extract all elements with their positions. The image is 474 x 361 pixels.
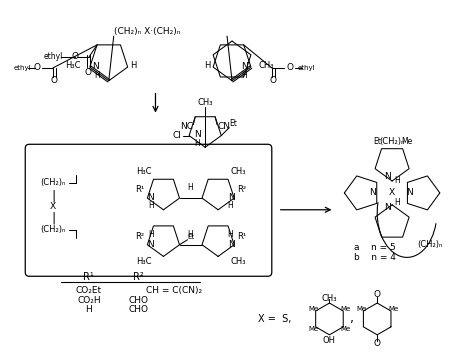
Text: Me: Me bbox=[356, 306, 366, 312]
Text: H: H bbox=[394, 177, 400, 186]
Text: Me: Me bbox=[340, 326, 350, 332]
Text: ,: , bbox=[350, 312, 355, 325]
Text: O: O bbox=[374, 339, 381, 348]
Text: H: H bbox=[149, 201, 155, 210]
Text: NC: NC bbox=[180, 122, 193, 131]
Text: H: H bbox=[187, 230, 193, 239]
Text: Et: Et bbox=[229, 119, 237, 128]
Text: O: O bbox=[374, 290, 381, 299]
Text: N: N bbox=[228, 193, 235, 203]
Text: (CH₂)ₙ: (CH₂)ₙ bbox=[40, 225, 66, 234]
Text: H: H bbox=[85, 305, 92, 314]
Text: CN: CN bbox=[217, 122, 230, 131]
Text: H: H bbox=[149, 230, 155, 239]
Text: CH₃: CH₃ bbox=[259, 61, 274, 70]
Text: H₃C: H₃C bbox=[65, 61, 81, 70]
Text: Et: Et bbox=[188, 234, 195, 240]
Text: Me: Me bbox=[309, 306, 319, 312]
Text: CH₃: CH₃ bbox=[230, 257, 246, 266]
Text: CHO: CHO bbox=[128, 296, 148, 305]
Text: R¹: R¹ bbox=[237, 232, 246, 241]
Text: b    n = 4: b n = 4 bbox=[354, 253, 396, 262]
Text: H: H bbox=[204, 61, 210, 70]
Text: Et: Et bbox=[373, 137, 381, 146]
Text: O: O bbox=[51, 76, 57, 85]
Text: N: N bbox=[384, 171, 391, 180]
Text: O: O bbox=[34, 64, 41, 72]
Text: H: H bbox=[130, 61, 137, 70]
Text: H: H bbox=[241, 71, 247, 80]
Text: CH₃: CH₃ bbox=[198, 98, 213, 107]
Text: N: N bbox=[228, 240, 235, 249]
Text: H: H bbox=[94, 71, 100, 80]
Text: a    n = 5: a n = 5 bbox=[354, 243, 396, 252]
Text: R¹: R¹ bbox=[83, 272, 94, 282]
Text: H: H bbox=[227, 201, 233, 210]
Text: N: N bbox=[407, 188, 413, 197]
Text: (CH₂)ₙ X·(CH₂)ₙ: (CH₂)ₙ X·(CH₂)ₙ bbox=[114, 27, 180, 36]
Text: N: N bbox=[384, 203, 391, 212]
Text: R²: R² bbox=[135, 232, 144, 241]
Text: ethyl: ethyl bbox=[298, 65, 315, 71]
Text: |: | bbox=[51, 190, 55, 203]
Text: H: H bbox=[187, 183, 193, 192]
Text: X =  S,: X = S, bbox=[258, 314, 291, 324]
Text: H₃C: H₃C bbox=[136, 257, 152, 266]
Text: |: | bbox=[51, 211, 55, 224]
Text: CO₂H: CO₂H bbox=[77, 296, 100, 305]
Text: R²: R² bbox=[133, 272, 144, 282]
Text: ethyl: ethyl bbox=[14, 65, 31, 71]
Text: CH₃: CH₃ bbox=[230, 166, 246, 175]
Text: H: H bbox=[227, 230, 233, 239]
Text: CH = C(CN)₂: CH = C(CN)₂ bbox=[146, 286, 201, 295]
Text: H: H bbox=[194, 139, 200, 148]
Text: (CH₂)ₙ: (CH₂)ₙ bbox=[417, 240, 442, 249]
Text: OH: OH bbox=[323, 336, 336, 345]
Text: (CH₂)ₙ: (CH₂)ₙ bbox=[379, 137, 405, 146]
Text: N: N bbox=[369, 188, 375, 197]
Text: X: X bbox=[389, 188, 395, 197]
Text: CO₂Et: CO₂Et bbox=[76, 286, 102, 295]
Text: R¹: R¹ bbox=[135, 186, 144, 195]
Text: CH₃: CH₃ bbox=[322, 293, 337, 303]
Text: O: O bbox=[85, 68, 91, 77]
Text: ethyl: ethyl bbox=[44, 52, 63, 61]
Text: Me: Me bbox=[401, 137, 413, 146]
Text: Me: Me bbox=[309, 326, 319, 332]
Text: Me: Me bbox=[388, 306, 398, 312]
Text: (CH₂)ₙ: (CH₂)ₙ bbox=[40, 178, 66, 187]
Text: N: N bbox=[194, 130, 201, 139]
Text: X: X bbox=[50, 202, 56, 211]
Text: O: O bbox=[286, 64, 293, 72]
Text: H: H bbox=[394, 198, 400, 207]
Text: O: O bbox=[269, 76, 276, 85]
Text: N: N bbox=[242, 62, 248, 71]
Text: O: O bbox=[72, 52, 79, 61]
Text: N: N bbox=[147, 193, 154, 203]
Text: Me: Me bbox=[340, 306, 350, 312]
Text: CHO: CHO bbox=[128, 305, 148, 314]
Text: Cl: Cl bbox=[172, 131, 181, 140]
Text: N: N bbox=[147, 240, 154, 249]
Text: H₃C: H₃C bbox=[136, 166, 152, 175]
Text: R²: R² bbox=[237, 186, 246, 195]
Text: N: N bbox=[92, 62, 99, 71]
